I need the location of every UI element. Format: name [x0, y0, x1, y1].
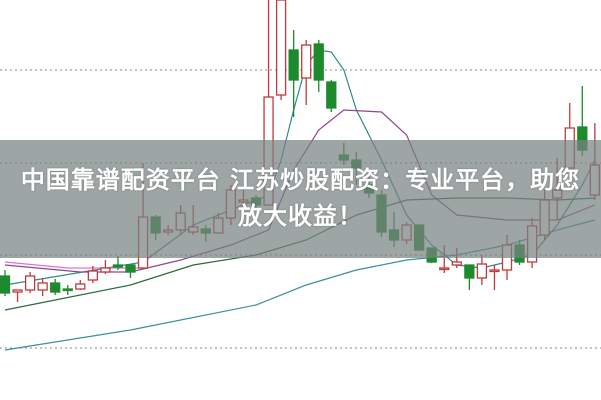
- candle-body: [451, 261, 462, 266]
- caption-banner: [0, 140, 601, 258]
- candle-body: [125, 264, 136, 273]
- candle-body: [62, 288, 73, 292]
- candle-body: [489, 269, 500, 273]
- candle-body: [313, 43, 324, 81]
- candle-body: [288, 49, 299, 81]
- candle-body: [87, 270, 98, 281]
- candle-body: [0, 275, 11, 294]
- candle-body: [301, 44, 312, 79]
- candle-body: [12, 289, 23, 293]
- candle-body: [50, 282, 61, 293]
- candle-body: [112, 264, 124, 268]
- candle-body: [326, 81, 337, 109]
- candle-body: [439, 267, 450, 271]
- candle-body: [24, 275, 36, 291]
- candle-body: [464, 264, 475, 279]
- caption-line-1: 中国靠谱配资平台 江苏炒股配资：专业平台，助您: [20, 166, 581, 194]
- candle-body: [100, 267, 111, 273]
- candle-body: [275, 0, 287, 96]
- candle-body: [37, 282, 48, 291]
- caption-line-2: 放大收益！: [238, 202, 363, 230]
- caption: 中国靠谱配资平台 江苏炒股配资：专业平台，助您 放大收益！: [0, 162, 601, 234]
- candle-body: [476, 263, 488, 279]
- candle-body: [75, 283, 86, 290]
